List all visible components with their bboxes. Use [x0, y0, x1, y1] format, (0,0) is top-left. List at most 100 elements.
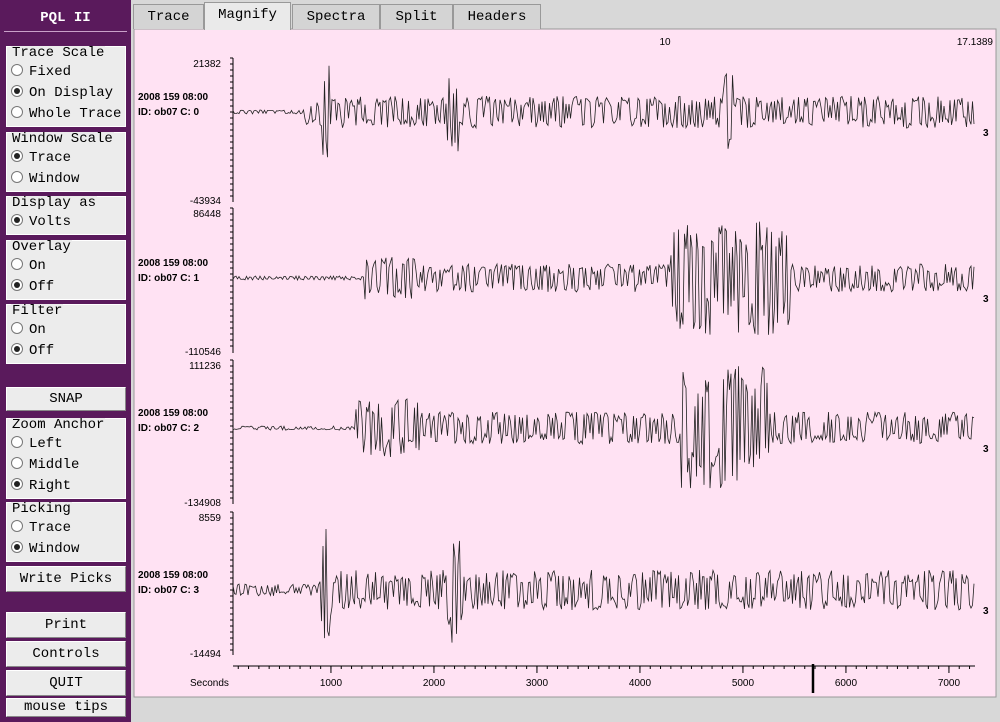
radio-button[interactable] — [11, 214, 23, 226]
trace-id: ID: ob07 C: 0 — [138, 107, 200, 118]
max-label: 86448 — [193, 209, 221, 220]
button[interactable]: mouse tips — [6, 698, 126, 717]
tab[interactable]: Trace — [133, 4, 204, 29]
radio-option[interactable]: Trace — [11, 518, 71, 538]
option-group: Filter On Off — [6, 304, 126, 364]
waveform — [232, 366, 975, 489]
option-label: Left — [29, 436, 63, 452]
option-label: Off — [29, 279, 55, 295]
trace-id: ID: ob07 C: 3 — [138, 585, 200, 596]
x-tick-label: 1000 — [320, 678, 343, 689]
group-label: Picking — [11, 501, 72, 517]
radio-button[interactable] — [11, 343, 23, 355]
waveform — [232, 65, 975, 158]
radio-button[interactable] — [11, 106, 23, 118]
min-label: -134908 — [184, 498, 221, 509]
trace-scale: 3 — [983, 294, 989, 305]
max-label: 8559 — [199, 513, 222, 524]
top-label: 10 — [659, 37, 671, 48]
radio-option[interactable]: Fixed — [11, 62, 71, 82]
radio-option[interactable]: On Display — [11, 83, 113, 103]
group-label: Display as — [11, 195, 98, 211]
radio-button[interactable] — [11, 64, 23, 76]
radio-option[interactable]: Left — [11, 434, 63, 454]
option-group: Trace Scale Fixed On Display Whole Trace — [6, 46, 126, 127]
radio-option[interactable]: Middle — [11, 455, 79, 475]
radio-option[interactable]: Off — [11, 277, 54, 297]
plot-background — [133, 28, 997, 698]
button[interactable]: Print — [6, 612, 126, 638]
x-tick-label: 7000 — [938, 678, 961, 689]
radio-button[interactable] — [11, 436, 23, 448]
trace-time: 2008 159 08:00 — [138, 408, 209, 419]
group-label: Zoom Anchor — [11, 417, 106, 433]
radio-option[interactable]: On — [11, 320, 46, 340]
radio-button[interactable] — [11, 85, 23, 97]
sidebar: PQL II Trace Scale Fixed On Display Whole T… — [0, 0, 131, 722]
option-label: Whole Trace — [29, 106, 122, 122]
option-group: Window Scale Trace Window — [6, 132, 126, 192]
option-label: Window — [29, 541, 80, 557]
button[interactable]: Controls — [6, 641, 126, 667]
button[interactable]: SNAP — [6, 387, 126, 411]
x-axis-label: Seconds — [190, 678, 229, 689]
option-group: Overlay On Off — [6, 240, 126, 300]
option-label: On — [29, 258, 46, 274]
option-group: Zoom Anchor Left Middle Right — [6, 418, 126, 499]
radio-option[interactable]: Off — [11, 341, 54, 361]
trace-scale: 3 — [983, 606, 989, 617]
max-label: 21382 — [193, 59, 221, 70]
min-label: -110546 — [185, 347, 221, 358]
button[interactable]: QUIT — [6, 670, 126, 696]
tab[interactable]: Headers — [453, 4, 541, 29]
tab[interactable]: Magnify — [204, 2, 291, 30]
button[interactable]: Write Picks — [6, 566, 126, 592]
radio-button[interactable] — [11, 457, 23, 469]
radio-button[interactable] — [11, 258, 23, 270]
radio-button[interactable] — [11, 322, 23, 334]
radio-option[interactable]: Right — [11, 476, 71, 496]
option-label: Volts — [29, 214, 72, 230]
radio-button[interactable] — [11, 541, 23, 553]
x-tick-label: 2000 — [423, 678, 446, 689]
trace-time: 2008 159 08:00 — [138, 570, 209, 581]
min-label: -43934 — [190, 196, 222, 207]
radio-button[interactable] — [11, 171, 23, 183]
x-tick-label: 5000 — [732, 678, 755, 689]
radio-button[interactable] — [11, 478, 23, 490]
trace-time: 2008 159 08:00 — [138, 258, 209, 269]
radio-option[interactable]: Whole Trace — [11, 104, 121, 124]
option-label: Right — [29, 478, 72, 494]
option-label: Middle — [29, 457, 80, 473]
radio-button[interactable] — [11, 150, 23, 162]
max-label: 111236 — [189, 361, 221, 372]
group-label: Trace Scale — [11, 45, 106, 61]
radio-option[interactable]: Volts — [11, 212, 71, 232]
radio-button[interactable] — [11, 279, 23, 291]
group-label: Window Scale — [11, 131, 114, 147]
radio-option[interactable]: Window — [11, 169, 79, 189]
app-title: PQL II — [4, 4, 127, 32]
option-group: Display as Volts — [6, 196, 126, 235]
radio-option[interactable]: Window — [11, 539, 79, 559]
x-tick-label: 6000 — [835, 678, 858, 689]
waveform — [232, 528, 975, 643]
option-label: On — [29, 322, 46, 338]
option-label: Fixed — [29, 64, 72, 80]
tab[interactable]: Spectra — [292, 4, 380, 29]
radio-button[interactable] — [11, 520, 23, 532]
x-tick-label: 3000 — [526, 678, 549, 689]
radio-option[interactable]: Trace — [11, 148, 71, 168]
option-label: On Display — [29, 85, 114, 101]
trace-id: ID: ob07 C: 1 — [138, 273, 200, 284]
option-label: Off — [29, 343, 55, 359]
radio-option[interactable]: On — [11, 256, 46, 276]
option-label: Window — [29, 171, 80, 187]
top-label: 17.1389 — [957, 37, 994, 48]
option-group: Picking Trace Window — [6, 502, 126, 562]
x-tick-label: 4000 — [629, 678, 652, 689]
tab[interactable]: Split — [380, 4, 453, 29]
group-label: Filter — [11, 303, 64, 319]
